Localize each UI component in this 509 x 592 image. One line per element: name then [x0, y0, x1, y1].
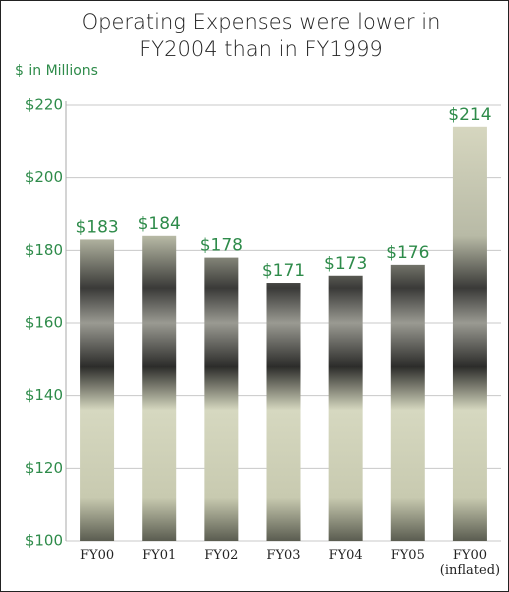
value-label: $176 — [386, 243, 429, 263]
y-axis-label: $ in Millions — [15, 63, 98, 79]
y-tick-label: $180 — [25, 241, 63, 259]
bar — [452, 126, 487, 542]
bar — [204, 257, 239, 541]
x-tick-label: FY05 — [390, 548, 425, 563]
y-tick-label: $160 — [25, 314, 63, 332]
value-label: $178 — [200, 236, 243, 256]
y-tick-label: $200 — [25, 168, 63, 186]
value-label: $183 — [75, 217, 118, 237]
x-tick-label: FY00 — [79, 548, 115, 563]
x-tick-label: FY03 — [266, 548, 301, 563]
value-label: $171 — [262, 261, 305, 281]
value-label: $184 — [138, 214, 181, 234]
value-label: $173 — [324, 254, 367, 274]
x-tick-label: FY00 (inflated) — [439, 548, 501, 578]
y-tick-label: $120 — [25, 459, 63, 477]
value-label: $214 — [448, 105, 491, 125]
y-tick-label: $220 — [25, 96, 63, 114]
x-tick-label: FY04 — [328, 548, 363, 563]
x-tick-label: FY02 — [204, 548, 239, 563]
bar — [328, 275, 363, 541]
bar — [390, 264, 425, 541]
chart-title: Operating Expenses were lower in FY2004 … — [81, 10, 441, 61]
y-tick-label: $140 — [25, 386, 63, 404]
x-tick-label: FY01 — [142, 548, 177, 563]
bar — [142, 235, 177, 542]
bar — [266, 283, 301, 541]
y-tick-label: $100 — [25, 532, 63, 550]
bar — [80, 239, 115, 541]
